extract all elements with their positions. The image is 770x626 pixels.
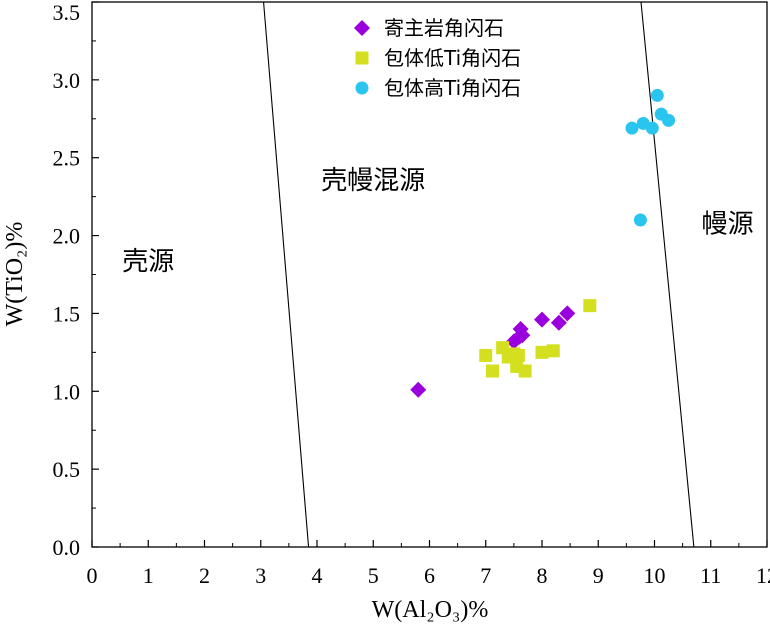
- data-point-diamond: [534, 311, 550, 328]
- x-tick-label: 8: [537, 563, 548, 588]
- x-axis-title: W(Al₂O₃)%: [372, 597, 489, 623]
- boundary-line: [640, 1, 695, 548]
- data-point-square: [546, 344, 560, 358]
- region-label: 壳幔混源: [321, 166, 425, 196]
- data-point-square: [535, 345, 549, 359]
- legend-marker-square: [355, 51, 369, 65]
- y-tick-label: 3.0: [53, 68, 81, 93]
- x-tick-label: 6: [424, 563, 435, 588]
- y-tick-label: 1.0: [53, 379, 81, 404]
- x-tick-label: 1: [143, 563, 154, 588]
- x-tick-label: 7: [480, 563, 491, 588]
- y-tick-label: 1.5: [53, 301, 81, 326]
- x-tick-label: 3: [255, 563, 266, 588]
- data-point-circle: [650, 88, 664, 102]
- y-tick-label: 0.5: [53, 457, 81, 482]
- data-point-circle: [662, 113, 676, 127]
- y-tick-label: 2.5: [53, 146, 81, 171]
- x-tick-label: 2: [199, 563, 210, 588]
- region-label: 幔源: [702, 209, 754, 239]
- legend-label: 寄主岩角闪石: [384, 16, 504, 40]
- data-point-square: [583, 299, 597, 313]
- x-tick-label: 5: [368, 563, 379, 588]
- x-tick-label: 9: [593, 563, 604, 588]
- data-point-square: [486, 364, 499, 378]
- x-tick-label: 11: [700, 563, 721, 588]
- x-tick-label: 0: [87, 563, 98, 588]
- legend-marker-circle: [355, 81, 369, 95]
- data-point-square: [518, 364, 532, 378]
- legend-label: 包体低Ti角闪石: [384, 46, 521, 70]
- data-point-diamond: [410, 381, 427, 398]
- data-point-circle: [625, 121, 639, 135]
- data-point-diamond: [550, 314, 567, 331]
- x-tick-label: 4: [312, 563, 323, 588]
- boundary-line: [263, 1, 310, 548]
- data-point-square: [479, 348, 493, 362]
- data-point-circle: [645, 121, 659, 135]
- data-point-diamond: [512, 321, 529, 337]
- data-point-circle: [633, 213, 647, 227]
- legend-label: 包体高Ti角闪石: [384, 76, 521, 100]
- x-tick-label: 10: [644, 563, 666, 588]
- axes: 01234567891011120.00.51.01.52.02.53.03.5: [53, 0, 770, 588]
- x-tick-label: 12: [756, 563, 770, 588]
- y-tick-label: 3.5: [53, 0, 81, 25]
- data-point-diamond: [559, 305, 576, 322]
- y-tick-label: 2.0: [53, 224, 81, 249]
- data-point-square: [511, 348, 525, 362]
- region-label: 壳源: [122, 247, 174, 277]
- data-points: [410, 88, 676, 398]
- y-axis-title: W(TiO₂)%: [2, 222, 28, 327]
- y-tick-label: 0.0: [53, 535, 81, 560]
- legend-marker-diamond: [354, 20, 370, 36]
- boundary-lines: [263, 1, 695, 548]
